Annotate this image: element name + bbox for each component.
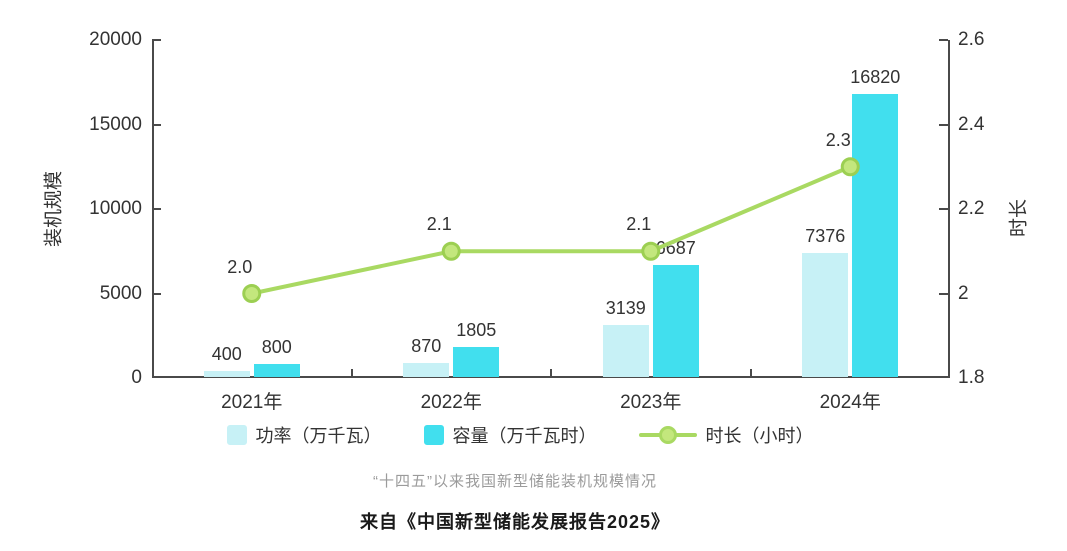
bar-power	[403, 363, 450, 377]
legend-item: 时长（小时）	[638, 422, 814, 448]
bar-power	[802, 253, 849, 377]
left-axis-tick	[152, 208, 161, 210]
bar-power	[602, 324, 649, 377]
right-axis-tick	[939, 123, 948, 126]
legend-label: 容量（万千瓦时）	[452, 426, 597, 446]
legend-label: 功率（万千瓦）	[255, 426, 382, 446]
duration-line-chart	[242, 157, 860, 303]
legend-swatch-icon	[226, 425, 247, 445]
bar-value-label: 400	[211, 344, 242, 365]
caption-block: “十四五”以来我国新型储能装机规模情况 来自《中国新型储能发展报告2025》	[0, 470, 1030, 534]
bar-capacity	[253, 364, 300, 377]
x-axis-tick-label: 2021年	[221, 392, 283, 413]
bar-power	[203, 371, 250, 377]
bar-capacity	[652, 264, 699, 377]
bar-value-label: 16820	[850, 66, 901, 87]
x-axis-tick	[350, 369, 353, 378]
figure-caption: “十四五”以来我国新型储能装机规模情况	[373, 473, 657, 490]
left-axis-tick-label: 0	[131, 367, 142, 388]
line-value-label: 2.0	[227, 256, 253, 277]
bar-value-label: 870	[411, 336, 442, 357]
right-axis-tick	[939, 208, 948, 210]
right-axis-tick	[939, 292, 948, 295]
duration-line	[249, 164, 853, 296]
right-axis-tick	[939, 39, 948, 41]
x-axis-tick-label: 2023年	[620, 392, 682, 413]
legend-line-dot	[658, 426, 677, 444]
left-axis-tick-label: 10000	[89, 198, 142, 219]
x-axis-tick-label: 2022年	[420, 392, 482, 413]
bar-capacity	[852, 93, 899, 377]
legend: 功率（万千瓦） 容量（万千瓦时） 时长（小时）	[0, 421, 1040, 449]
line-point	[840, 157, 860, 177]
right-axis-tick-label: 1.8	[958, 367, 985, 388]
left-axis-tick	[152, 292, 161, 295]
right-axis-tick-label: 2	[958, 282, 969, 304]
legend-item: 容量（万千瓦时）	[423, 422, 597, 448]
legend-swatch-icon	[423, 425, 444, 445]
line-value-label: 2.1	[426, 214, 452, 235]
x-axis-tick-label: 2024年	[819, 392, 881, 413]
bar-value-label: 3139	[605, 297, 646, 318]
left-axis-tick-label: 15000	[89, 113, 142, 135]
x-axis-tick	[550, 369, 552, 378]
bar-value-label: 800	[261, 337, 292, 358]
legend-line-marker-icon	[638, 425, 697, 445]
legend-label: 时长（小时）	[705, 426, 814, 446]
bar-capacity	[453, 347, 500, 377]
left-axis-tick	[152, 39, 161, 41]
bar-value-label: 1805	[456, 320, 497, 341]
line-point	[641, 241, 661, 261]
bar-value-label: 7376	[805, 226, 846, 247]
x-axis-tick	[749, 369, 752, 378]
figure-source: 来自《中国新型储能发展报告2025》	[359, 512, 671, 532]
line-point	[242, 284, 262, 303]
right-axis-tick-label: 2.2	[958, 198, 985, 219]
line-value-label: 2.1	[626, 214, 652, 235]
line-value-label: 2.3	[825, 129, 851, 150]
left-axis-tick-label: 20000	[89, 29, 142, 50]
left-axis-tick-label: 5000	[99, 282, 142, 304]
left-axis-tick	[152, 123, 161, 126]
right-axis-tick-label: 2.4	[958, 113, 985, 135]
right-axis-title: 时长	[1008, 198, 1030, 238]
legend-item: 功率（万千瓦）	[226, 422, 382, 448]
right-axis-tick-label: 2.6	[958, 29, 985, 50]
line-point	[441, 241, 461, 261]
